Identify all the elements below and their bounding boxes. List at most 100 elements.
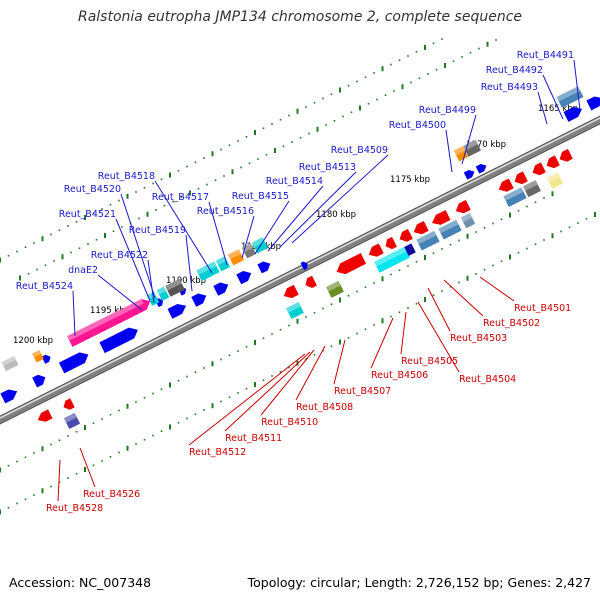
gene-label: Reut_B4503	[450, 333, 507, 344]
gene-label: Reut_B4502	[483, 318, 540, 329]
reverse-cds-arrow	[385, 236, 397, 250]
forward-cds-arrow	[475, 164, 487, 174]
gene-label: Reut_B4514	[266, 176, 323, 187]
gene-label: Reut_B4519	[129, 225, 186, 236]
gene-label: Reut_B4512	[189, 447, 246, 458]
forward-cds-arrow	[251, 237, 269, 254]
reverse-cds-arrow	[336, 253, 367, 275]
label-leader-line	[224, 351, 311, 432]
reverse-cds-arrow	[559, 148, 573, 162]
accession-text: Accession: NC_007348	[9, 575, 152, 590]
label-leader-line	[254, 200, 290, 255]
forward-cds-arrow	[215, 256, 231, 272]
reverse-cds-arrow	[416, 230, 440, 251]
reverse-cds-arrow	[305, 275, 317, 289]
reverse-cds-arrow	[514, 171, 528, 185]
forward-cds-arrow	[99, 327, 138, 354]
label-leader-line	[208, 201, 228, 266]
forward-cds-arrow	[165, 278, 185, 297]
forward-cds-arrow	[0, 389, 18, 404]
forward-cds-arrow	[586, 96, 600, 111]
label-leader-line	[147, 259, 155, 304]
forward-cds-arrow	[167, 303, 187, 319]
gene-label: Reut_B4522	[91, 250, 148, 261]
forward-cds-arrow	[463, 170, 475, 180]
gene-label: Reut_B4524	[16, 281, 73, 292]
reverse-cds-arrow	[368, 243, 384, 257]
gene-label: Reut_B4506	[371, 370, 428, 381]
gene-label: dnaE2	[68, 265, 98, 276]
reverse-cds-arrow	[283, 284, 299, 299]
reverse-cds-arrow	[63, 398, 75, 410]
label-leader-line	[443, 279, 484, 317]
gene-label: Reut_B4505	[401, 356, 458, 367]
gene-label: Reut_B4508	[296, 402, 353, 413]
reverse-cds-arrow	[431, 210, 451, 225]
gene-label: Reut_B4493	[481, 82, 538, 93]
label-leader-line	[427, 287, 451, 332]
gene-label: Reut_B4492	[486, 65, 543, 76]
label-leader-line	[267, 185, 324, 252]
gene-label: Reut_B4520	[64, 184, 121, 195]
gene-label: Reut_B4491	[517, 50, 574, 61]
gene-label: Reut_B4517	[152, 192, 209, 203]
forward-cds-arrow	[257, 261, 271, 274]
label-leader-line	[295, 345, 326, 401]
label-leader-line	[479, 276, 515, 302]
topology-stats-text: Topology: circular; Length: 2,726,152 bp…	[247, 575, 591, 590]
label-leader-line	[260, 349, 315, 416]
label-leader-line	[400, 311, 407, 355]
label-leader-line	[279, 171, 357, 248]
reverse-cds-arrow	[37, 409, 53, 422]
label-leader-line	[461, 114, 477, 165]
reverse-cds-arrow	[413, 220, 429, 235]
forward-cds-arrow	[1, 355, 19, 372]
kbp-tick-label: 1180 kbp	[316, 210, 356, 220]
forward-cds-arrow	[563, 107, 583, 122]
kbp-tick-label: 1195 kbp	[90, 306, 130, 316]
reverse-cds-arrow	[503, 187, 527, 207]
gene-label: Reut_B4526	[83, 489, 140, 500]
label-leader-line	[115, 218, 151, 302]
label-leader-line	[370, 317, 394, 369]
label-leader-line	[57, 459, 61, 502]
reverse-cds-arrow	[532, 162, 546, 176]
reverse-cds-arrow	[374, 246, 410, 273]
forward-cds-arrow	[41, 354, 51, 364]
label-leader-line	[417, 301, 460, 373]
label-leader-line	[333, 339, 346, 385]
gene-label: Reut_B4518	[98, 171, 155, 182]
label-leader-line	[573, 59, 581, 111]
reverse-cds-arrow	[546, 172, 564, 189]
label-leader-line	[188, 353, 306, 446]
label-leader-line	[154, 180, 213, 274]
gene-label: Reut_B4507	[334, 386, 391, 397]
kbp-tick-label: 1190 kbp	[166, 276, 206, 286]
gene-label: Reut_B4501	[514, 303, 571, 314]
label-leader-line	[542, 74, 564, 120]
gene-label: Reut_B4511	[225, 433, 282, 444]
label-leader-line	[72, 290, 76, 337]
kbp-tick-label: 1200 kbp	[13, 336, 53, 346]
forward-cds-arrow	[300, 261, 308, 271]
label-leader-line	[97, 274, 143, 311]
label-leader-line	[120, 193, 156, 299]
backbone	[0, 116, 600, 424]
reverse-cds-arrow	[438, 219, 462, 240]
reverse-cds-arrow	[546, 155, 560, 169]
gene-label: Reut_B4513	[299, 162, 356, 173]
forward-cds-arrow	[453, 146, 469, 162]
forward-cds-arrow	[236, 271, 252, 285]
reverse-cds-arrow	[399, 228, 413, 242]
reverse-cds-arrow	[498, 178, 514, 192]
label-leader-line	[445, 129, 453, 173]
gene-label: Reut_B4521	[59, 209, 116, 220]
map-title: Ralstonia eutropha JMP134 chromosome 2, …	[77, 9, 522, 25]
kbp-tick-label: 1175 kbp	[390, 175, 430, 185]
reverse-cds-arrow	[63, 412, 81, 429]
label-leader-line	[537, 91, 548, 125]
label-leader-line	[79, 447, 96, 488]
forward-cds-arrow	[32, 350, 44, 363]
gene-label: Reut_B4509	[331, 145, 388, 156]
